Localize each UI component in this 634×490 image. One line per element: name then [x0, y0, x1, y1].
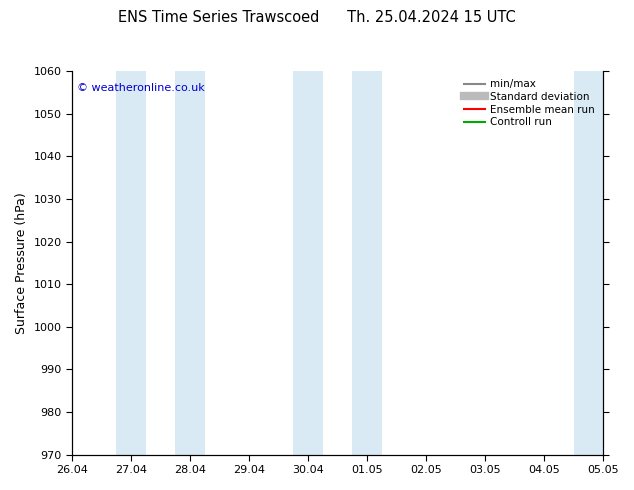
Bar: [353, 71, 382, 455]
Bar: [117, 71, 146, 455]
Bar: [176, 71, 205, 455]
Bar: [294, 71, 323, 455]
Y-axis label: Surface Pressure (hPa): Surface Pressure (hPa): [15, 192, 28, 334]
Bar: [574, 71, 633, 455]
Text: © weatheronline.co.uk: © weatheronline.co.uk: [77, 82, 205, 93]
Text: ENS Time Series Trawscoed      Th. 25.04.2024 15 UTC: ENS Time Series Trawscoed Th. 25.04.2024…: [118, 10, 516, 25]
Legend: min/max, Standard deviation, Ensemble mean run, Controll run: min/max, Standard deviation, Ensemble me…: [461, 76, 598, 130]
